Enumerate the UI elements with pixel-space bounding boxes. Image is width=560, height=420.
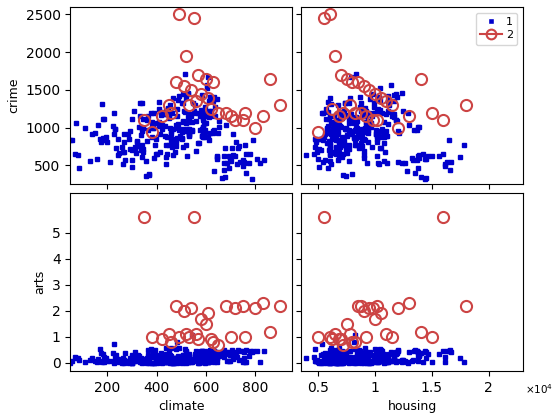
X-axis label: housing: housing — [388, 400, 437, 413]
Y-axis label: arts: arts — [33, 270, 46, 294]
Legend: 1, 2: 1, 2 — [476, 13, 517, 45]
Y-axis label: crime: crime — [7, 78, 20, 113]
X-axis label: climate: climate — [158, 400, 204, 413]
Text: $\times10^4$: $\times10^4$ — [525, 382, 553, 396]
